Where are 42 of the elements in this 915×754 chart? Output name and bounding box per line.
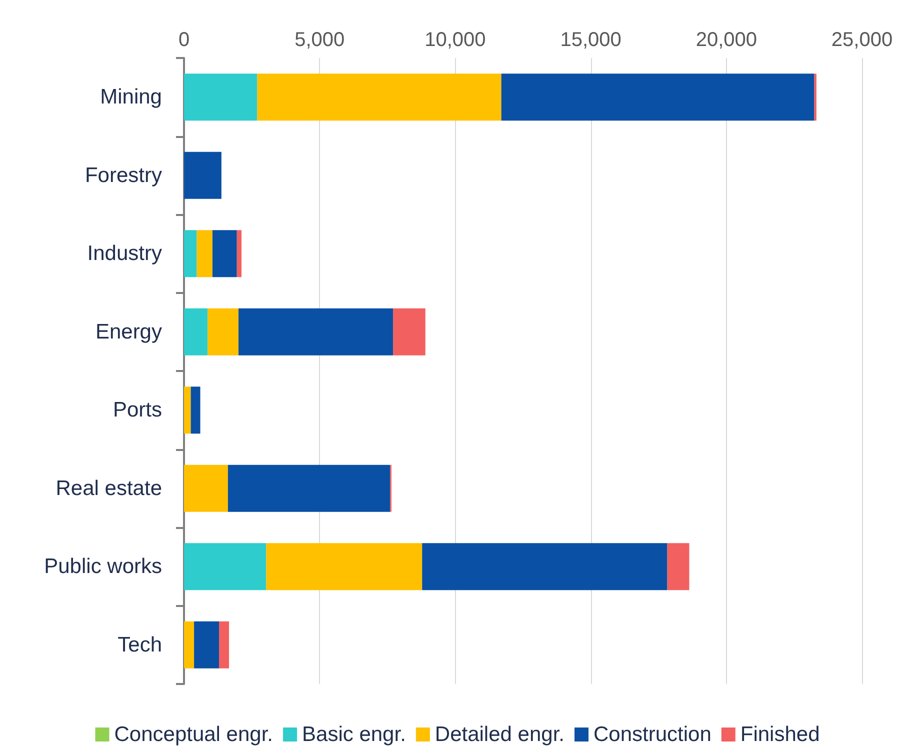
legend-label: Basic engr. (302, 723, 406, 746)
x-tick-label: 5,000 (294, 29, 345, 51)
bar (190, 386, 200, 434)
y-tick-label: Industry (87, 242, 162, 266)
bar (667, 543, 690, 590)
bar (422, 543, 668, 590)
bar (228, 464, 390, 512)
x-tick-label: 15,000 (560, 29, 622, 51)
bar (238, 308, 394, 356)
legend-label: Detailed engr. (434, 723, 565, 746)
bar (184, 464, 228, 512)
bar (184, 621, 194, 668)
y-tick-label: Tech (118, 633, 162, 656)
bar (184, 230, 197, 278)
bar (184, 152, 222, 199)
legend-label: Construction (594, 723, 712, 746)
y-tick-label: Energy (95, 320, 162, 344)
bar (266, 543, 422, 590)
bar (393, 308, 426, 356)
x-tick-label: 25,000 (831, 29, 893, 51)
x-tick-label: 10,000 (424, 29, 486, 51)
legend-label: Conceptual engr. (114, 723, 274, 746)
bar (212, 230, 237, 278)
bar (236, 230, 242, 278)
bar (257, 74, 502, 121)
bar (184, 543, 266, 590)
bar (184, 386, 191, 434)
bar (208, 308, 239, 356)
legend-label: Finished (740, 723, 820, 746)
y-tick-label: Real estate (56, 476, 162, 500)
x-tick-label: 0 (178, 29, 190, 51)
bar (194, 621, 219, 668)
y-tick-label: Forestry (84, 164, 162, 187)
bar (184, 74, 258, 121)
y-tick-label: Ports (112, 398, 162, 422)
y-tick-label: Mining (100, 86, 162, 109)
x-tick-label: 20,000 (696, 29, 757, 51)
bar (184, 308, 208, 356)
bar (218, 621, 230, 668)
bar (501, 74, 814, 121)
y-tick-label: Public works (44, 555, 162, 578)
bar (196, 230, 212, 278)
